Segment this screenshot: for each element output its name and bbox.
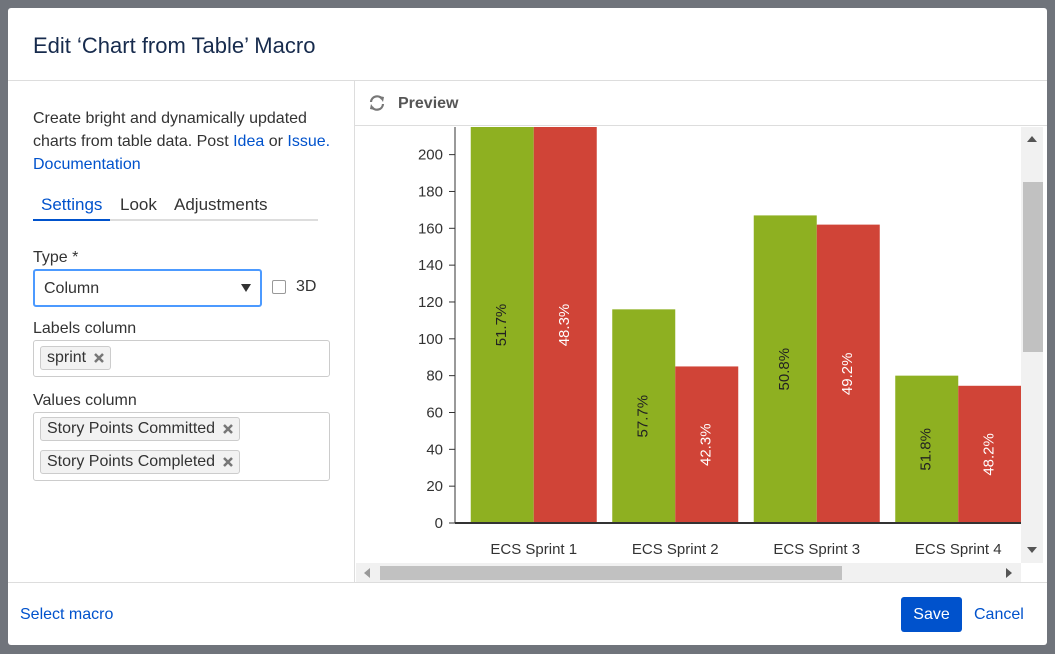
bar — [675, 366, 739, 523]
scroll-thumb[interactable] — [380, 566, 842, 580]
bar — [895, 375, 959, 523]
percent-label: 51.7% — [493, 304, 510, 347]
y-tick-label: 120 — [418, 294, 443, 311]
y-tick-label: 140 — [418, 257, 443, 274]
dialog: Edit ‘Chart from Table’ Macro Create bri… — [8, 8, 1047, 645]
percent-label: 49.2% — [839, 353, 856, 396]
divider — [354, 81, 355, 582]
percent-label: 57.7% — [635, 395, 652, 438]
tag: Story Points Committed — [40, 417, 241, 441]
bar — [753, 215, 817, 523]
y-tick-label: 20 — [426, 478, 443, 495]
type-select[interactable]: Column — [33, 269, 262, 307]
field-label: Type * — [33, 249, 79, 266]
bar — [470, 127, 534, 523]
idea-link[interactable]: Idea — [233, 133, 265, 150]
issue-link[interactable]: Issue. — [287, 133, 331, 150]
y-tick-label: 0 — [435, 515, 443, 532]
tag-text: sprint — [47, 349, 87, 366]
percent-label: 50.8% — [776, 348, 793, 391]
tab[interactable]: Look — [120, 195, 157, 214]
tag-text: Story Points Completed — [47, 453, 216, 470]
values-input[interactable]: Story Points Committed Story Points Comp… — [33, 412, 330, 481]
tag-remove[interactable] — [94, 353, 105, 363]
tag-remove[interactable] — [223, 457, 233, 467]
percent-label: 42.3% — [698, 423, 715, 466]
x-tick-label: ECS Sprint 2 — [632, 541, 719, 558]
bar — [958, 385, 1021, 523]
scroll-thumb[interactable] — [1023, 182, 1043, 352]
dialog-title: Edit ‘Chart from Table’ Macro — [33, 33, 316, 58]
y-tick-label: 160 — [418, 220, 443, 237]
divider — [355, 125, 1047, 126]
x-tick-label: ECS Sprint 4 — [915, 541, 1002, 558]
checkbox-label: 3D — [296, 278, 317, 295]
checkbox[interactable] — [272, 280, 286, 294]
dropdown-arrow — [241, 284, 251, 292]
bar — [816, 224, 880, 523]
field-label: Labels column — [33, 320, 137, 337]
save-button[interactable]: Save — [901, 597, 962, 632]
scroll-right[interactable] — [1006, 568, 1012, 578]
bar — [612, 309, 676, 523]
tag: sprint — [40, 346, 112, 370]
percent-label: 48.2% — [981, 433, 998, 476]
tag-text: Story Points Committed — [47, 420, 216, 437]
y-tick-label: 40 — [426, 441, 443, 458]
tab-active — [33, 219, 110, 221]
field-label: Values column — [33, 392, 137, 409]
doc-link[interactable]: Documentation — [33, 156, 141, 173]
select-macro-link[interactable]: Select macro — [20, 606, 114, 623]
tab[interactable]: Adjustments — [174, 195, 268, 214]
preview-title: Preview — [398, 95, 459, 112]
y-tick-label: 200 — [418, 147, 443, 164]
labels-input[interactable]: sprint — [33, 340, 330, 377]
refresh-icon[interactable] — [368, 94, 386, 112]
select-value: Column — [44, 280, 100, 297]
v-scrollbar[interactable] — [1021, 127, 1043, 563]
intro-text: Create bright and dynamically updated ch… — [33, 110, 307, 150]
or-text: or — [268, 133, 283, 150]
divider — [8, 582, 1047, 583]
h-scrollbar[interactable] — [356, 563, 1021, 582]
bar — [533, 127, 597, 523]
y-tick-label: 180 — [418, 183, 443, 200]
scroll-up[interactable] — [1027, 136, 1037, 142]
percent-label: 48.3% — [556, 304, 573, 347]
y-tick-label: 100 — [418, 331, 443, 348]
y-tick-label: 80 — [426, 368, 443, 385]
x-tick-label: ECS Sprint 1 — [490, 541, 577, 558]
tag-remove[interactable] — [223, 424, 233, 434]
tab[interactable]: Settings — [41, 195, 103, 214]
percent-label: 51.8% — [918, 428, 935, 471]
scroll-down[interactable] — [1027, 547, 1037, 553]
tab-rule — [33, 219, 318, 221]
divider — [8, 80, 1047, 81]
y-tick-label: 60 — [426, 404, 443, 421]
cancel-link[interactable]: Cancel — [974, 606, 1024, 623]
x-tick-label: ECS Sprint 3 — [773, 541, 860, 558]
tag: Story Points Completed — [40, 450, 241, 474]
scroll-left[interactable] — [364, 568, 370, 578]
chart: 51.7% 48.3% 57.7% 42.3% 50.8% 49.2% 51.8% 48.2%… — [418, 127, 1021, 558]
plot-area: 51.7% 48.3% 57.7% 42.3% 50.8% 49.2% 51.8% 48.2% — [470, 127, 1021, 523]
intro: Create bright and dynamically updated ch… — [33, 107, 333, 176]
